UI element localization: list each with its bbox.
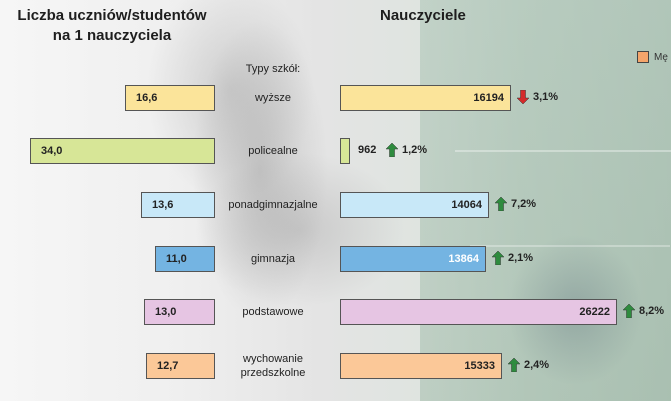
left-chart-title-line: Liczba uczniów/studentów [17,7,207,24]
legend-label: Mę [654,51,668,63]
arrow-up-icon [492,251,504,265]
change-indicator: 2,4% [508,358,549,372]
student-ratio-bar: 13,0 [144,299,215,325]
category-label: podstawowe [242,306,304,318]
change-percent-label: 2,4% [524,359,550,371]
right-chart-title: Nauczyciele [380,7,466,24]
student-ratio-label: 11,0 [166,253,187,265]
arrow-up-icon [386,143,398,157]
change-percent-label: 8,2% [639,305,665,317]
teacher-count-bar: 13864 [340,246,486,272]
teacher-count-bar: 26222 [340,299,617,325]
student-ratio-bar: 34,0 [30,138,215,164]
change-percent-label: 2,1% [508,252,534,264]
legend-swatch [637,51,649,63]
arrow-down-icon [517,90,529,104]
student-ratio-bar: 12,7 [146,353,215,379]
teacher-count-label: 26222 [579,306,610,318]
category-label-line: wychowanie [243,353,303,365]
teacher-count-bar: 14064 [340,192,489,218]
category-label: policealne [248,145,298,157]
chalk-line [455,150,671,152]
change-indicator: 3,1% [517,90,558,104]
student-ratio-label: 13,6 [152,199,174,211]
teacher-count-bar [340,138,350,164]
arrow-up-icon [495,197,507,211]
change-indicator: 7,2% [495,197,536,211]
change-percent-label: 7,2% [511,198,537,210]
teacher-count-label: 16194 [473,92,504,104]
change-indicator: 8,2% [623,304,664,318]
category-label-line: przedszkolne [240,367,306,379]
student-ratio-bar: 16,6 [125,85,215,111]
category-label: wyższe [254,92,292,104]
change-indicator: 1,2% [386,143,427,157]
chalk-line [470,245,670,247]
student-ratio-bar: 13,6 [141,192,215,218]
student-ratio-label: 13,0 [155,306,177,318]
change-percent-label: 1,2% [402,144,428,156]
teacher-count-bar: 15333 [340,353,502,379]
teacher-count-label: 962 [358,144,377,156]
teacher-count-bar: 16194 [340,85,511,111]
arrow-up-icon [623,304,635,318]
change-percent-label: 3,1% [533,91,559,103]
student-ratio-bar: 11,0 [155,246,215,272]
left-chart-title: Liczba uczniów/studentów na 1 nauczyciela [0,6,224,46]
category-label: ponadgimnazjalne [228,199,318,211]
student-ratio-label: 34,0 [41,145,63,157]
category-header: Typy szkół: [245,63,301,75]
arrow-up-icon [508,358,520,372]
student-ratio-label: 16,6 [136,92,158,104]
teacher-count-label: 15333 [464,360,495,372]
category-label: gimnazja [250,253,296,265]
left-chart-title-line: na 1 nauczyciela [52,27,172,44]
change-indicator: 2,1% [492,251,533,265]
legend: Mę [637,49,668,65]
teacher-count-label: 14064 [451,199,482,211]
student-ratio-label: 12,7 [157,360,179,372]
category-label: wychowanie przedszkolne [213,353,333,379]
teacher-count-label: 13864 [448,253,479,265]
